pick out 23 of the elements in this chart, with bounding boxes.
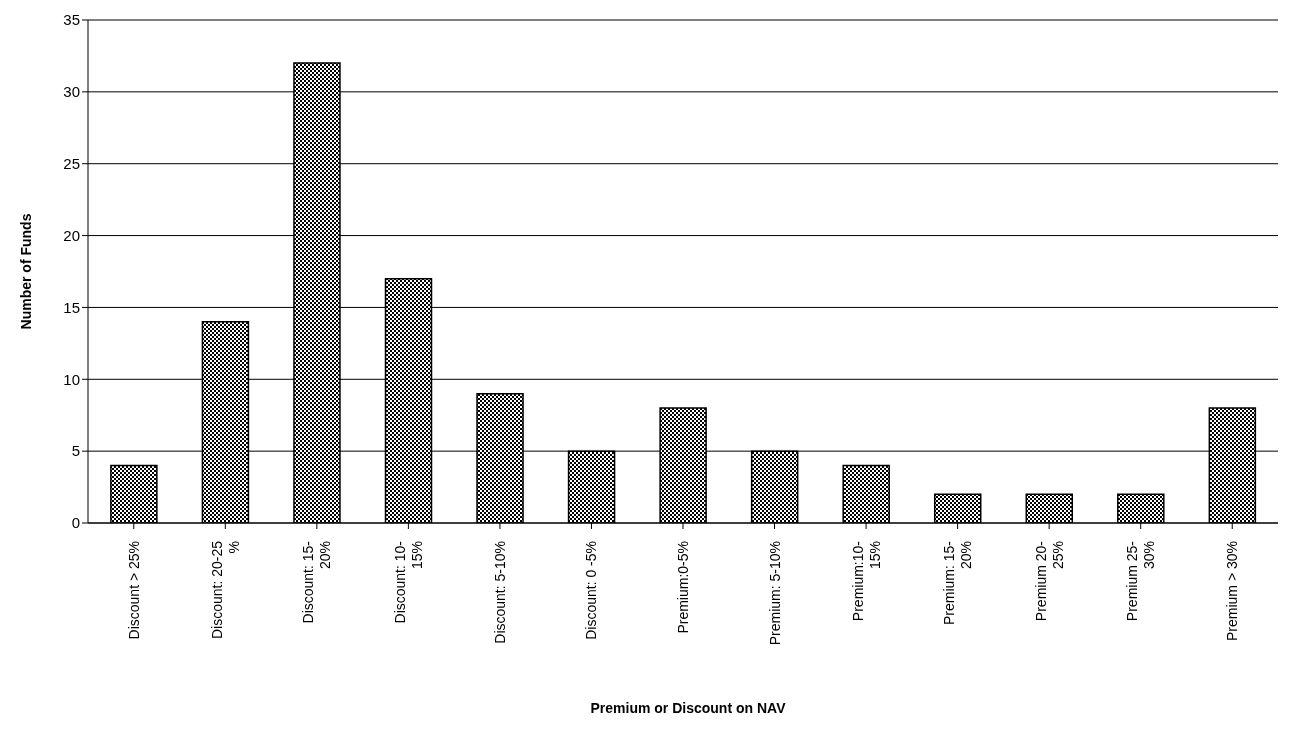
x-tick-label: Premium 25- 30% [1124,540,1158,622]
x-tick-label: Premium 20- 25% [1032,540,1066,622]
x-tick-label: Discount: 15- 20% [300,540,334,624]
y-tick-label: 25 [63,155,80,173]
x-tick-label: Discount: 0 -5% [583,541,600,640]
x-tick-label: Discount: 5-10% [491,541,508,644]
y-tick-label: 20 [63,226,80,244]
y-tick-label: 35 [63,11,80,29]
x-tick-label: Premium:0-5% [675,541,691,634]
x-tick-label: Premium:10- 15% [849,540,883,622]
y-tick-label: 0 [71,514,80,532]
x-tick-label: Discount > 25% [125,541,142,640]
x-tick-label: Premium: 15- 20% [941,540,975,626]
y-tick-label: 5 [71,442,80,460]
y-tick-label: 30 [63,83,80,101]
x-tick-label: Discount: 20-25 % [208,540,242,640]
x-tick-label: Premium > 30% [1224,541,1241,641]
y-axis-title: Number of Funds [17,213,34,330]
y-tick-label: 15 [63,298,80,316]
x-axis-title: Premium or Discount on NAV [589,700,787,716]
x-tick-label: Discount: 10- 15% [391,540,425,624]
y-tick-label: 10 [63,370,80,388]
x-tick-label: Premium: 5-10% [766,541,783,646]
